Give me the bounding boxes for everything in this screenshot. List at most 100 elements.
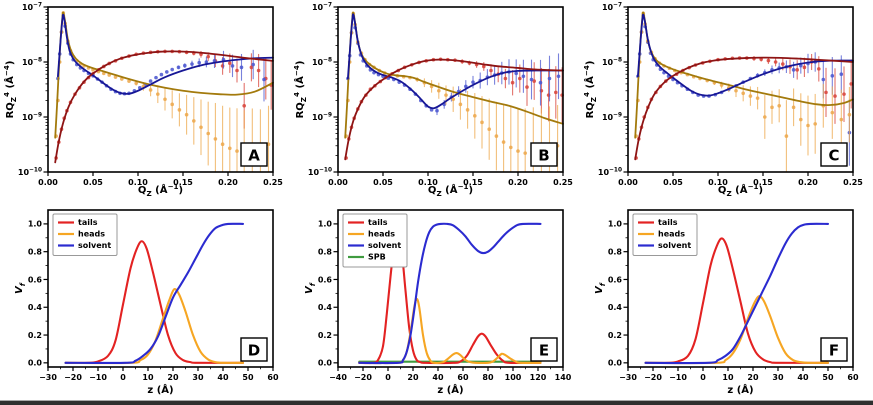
axes-frame	[337, 6, 564, 173]
y-axis-label: Vf	[304, 282, 317, 294]
legend-label: SPB	[368, 253, 386, 262]
x-tick-label: 120	[530, 373, 547, 382]
series-heads	[644, 295, 830, 365]
x-axis-label: z (Å)	[727, 383, 753, 396]
series-solvent	[358, 222, 542, 365]
x-tick-label: 10	[722, 373, 734, 382]
axes-E: −40 −20 0 20 40 60 80 100 120 140 0.0 0.2 0.4 0.6 0.8 1…	[304, 209, 572, 396]
legend-label: tails	[368, 218, 388, 227]
y-tick-label: 10−8	[602, 57, 622, 66]
series-blue-fit	[637, 13, 854, 97]
y-tick-label: 1.0	[28, 220, 43, 229]
series-orange-data	[634, 11, 852, 172]
x-tick-label: 0	[120, 373, 126, 382]
axes-B: 0.00 0.05 0.10 0.15 0.20 0.25 10−10 10−9 10−8 10−…	[292, 2, 573, 198]
panel-c-chart: 0.00 0.05 0.10 0.15 0.20 0.25 10−10 10−9 10−8 10−…	[582, 2, 863, 198]
y-tick-label: 0.4	[318, 303, 333, 312]
legend-label: heads	[658, 230, 685, 239]
legend-label: heads	[368, 230, 395, 239]
x-tick-label: 60	[457, 373, 469, 382]
x-tick-label: 0.25	[843, 178, 863, 187]
x-tick-label: 0.15	[463, 178, 483, 187]
x-tick-label: −10	[669, 373, 687, 382]
x-tick-label: 0.25	[553, 178, 573, 187]
series-orange-data	[54, 11, 271, 172]
x-tick-label: 40	[432, 373, 444, 382]
y-tick-label: 1.0	[318, 220, 333, 229]
x-tick-label: 0.05	[663, 178, 683, 187]
y-tick-label: 1.0	[608, 220, 623, 229]
y-tick-label: 0.6	[608, 275, 623, 284]
x-tick-label: 140	[555, 373, 572, 382]
axes-frame	[627, 209, 854, 368]
series-red-fit	[634, 56, 854, 161]
y-tick-label: 0.0	[318, 359, 333, 368]
x-tick-label: 0	[700, 373, 706, 382]
axes-frame	[337, 209, 564, 368]
y-tick-label: 10−10	[598, 167, 622, 176]
legend-label: solvent	[658, 241, 691, 250]
y-tick-label: 0.2	[28, 331, 42, 340]
x-axis-label: QZ (Å−1)	[138, 182, 183, 198]
y-tick-label: 10−8	[312, 57, 332, 66]
y-tick-label: 0.8	[318, 247, 333, 256]
x-tick-label: 20	[167, 373, 179, 382]
panel-a-chart: 0.00 0.05 0.10 0.15 0.20 0.25 10−10 10−9 10−8 10−…	[2, 2, 283, 198]
x-tick-label: −30	[619, 373, 637, 382]
y-tick-label: 10−10	[308, 167, 332, 176]
panel-letter-box	[530, 337, 558, 362]
y-tick-label: 0.0	[608, 359, 623, 368]
panel-letter: B	[538, 147, 549, 165]
panel-e-chart: −40 −20 0 20 40 60 80 100 120 140 0.0 0.2 0.4 0.6 0.8 1…	[304, 209, 572, 396]
panel-d-chart: −30 −20 −10 0 10 20 30 40 50 60 0.0 0.2 0.4 0.6 0.8 1.0…	[14, 209, 279, 396]
panel-letter-box	[240, 337, 268, 362]
axes-D: −30 −20 −10 0 10 20 30 40 50 60 0.0 0.2 0.4 0.6 0.8 1.0…	[14, 209, 279, 396]
series-heads	[64, 287, 245, 365]
x-tick-label: 10	[142, 373, 154, 382]
y-tick-label: 0.4	[608, 303, 623, 312]
x-tick-label: 0.05	[83, 178, 103, 187]
x-tick-label: 0.15	[173, 178, 193, 187]
x-tick-label: 0.10	[128, 178, 148, 187]
y-tick-label: 0.8	[28, 247, 43, 256]
y-axis-label: RQZ4 (Å−4)	[2, 61, 18, 119]
x-axis-label: QZ (Å−1)	[428, 182, 473, 198]
panel-f-chart: −30 −20 −10 0 10 20 30 40 50 60 0.0 0.2 0.4 0.6 0.8 1.0…	[594, 209, 859, 396]
y-tick-label: 10−7	[312, 2, 332, 11]
x-tick-label: 80	[482, 373, 494, 382]
x-tick-label: −20	[644, 373, 662, 382]
x-tick-label: 50	[242, 373, 254, 382]
x-tick-label: 0.00	[38, 178, 58, 187]
legend: tails heads solvent SPB	[342, 213, 408, 268]
x-tick-label: 0.20	[218, 178, 238, 187]
y-tick-label: 0.2	[608, 331, 622, 340]
x-tick-label: 50	[822, 373, 834, 382]
axes-frame	[47, 209, 274, 368]
x-tick-label: −30	[39, 373, 57, 382]
panel-letter-box	[820, 337, 848, 362]
x-tick-label: 0.10	[708, 178, 728, 187]
series-red-data	[634, 53, 853, 160]
panel-letter: E	[539, 342, 549, 360]
x-tick-label: 60	[847, 373, 859, 382]
y-tick-label: 0.8	[608, 247, 623, 256]
series-blue-data	[56, 13, 266, 102]
y-tick-label: 10−7	[602, 2, 622, 11]
y-tick-label: 0.2	[318, 331, 332, 340]
y-tick-label: 0.6	[318, 275, 333, 284]
x-tick-label: 40	[797, 373, 809, 382]
x-tick-label: 60	[267, 373, 279, 382]
x-tick-label: 0.20	[798, 178, 818, 187]
x-tick-label: 0.25	[263, 178, 283, 187]
panel-letter-box	[240, 142, 268, 167]
series-tails	[644, 237, 830, 364]
y-axis-label: Vf	[594, 282, 607, 294]
y-axis-label: RQZ4 (Å−4)	[292, 61, 308, 119]
series-solvent	[644, 222, 830, 365]
panel-letter-box	[820, 142, 848, 167]
x-tick-label: 0.00	[328, 178, 348, 187]
panel-letter: D	[248, 342, 260, 360]
y-tick-label: 0.4	[28, 303, 43, 312]
axes-frame	[627, 6, 854, 173]
x-tick-label: 0.05	[373, 178, 393, 187]
